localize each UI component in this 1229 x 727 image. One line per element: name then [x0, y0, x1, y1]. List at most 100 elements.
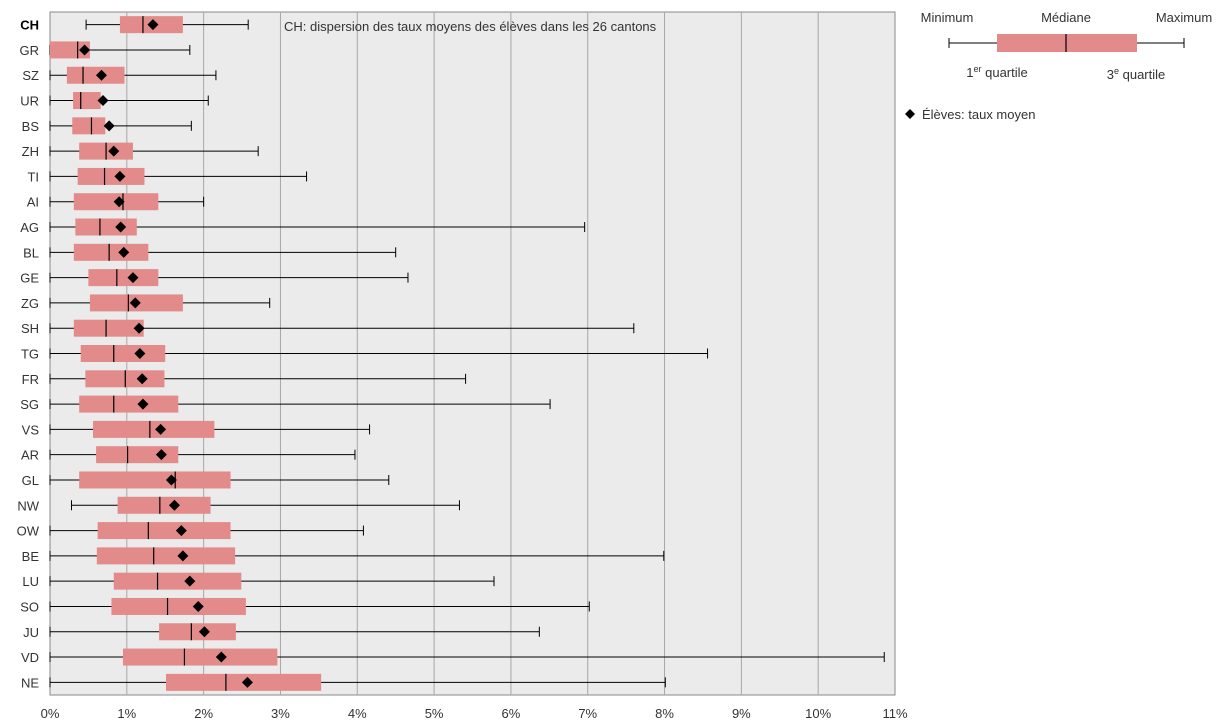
iqr-box — [50, 41, 90, 59]
category-label: ZH — [22, 144, 39, 159]
iqr-box — [117, 496, 211, 514]
box-row-so — [49, 597, 590, 615]
box-row-gl — [49, 471, 390, 489]
mean-marker — [103, 120, 115, 132]
category-label: FR — [22, 372, 39, 387]
iqr-box — [111, 597, 246, 615]
x-tick-label: 7% — [578, 706, 597, 721]
box-row-sh — [49, 319, 635, 337]
category-label: GL — [22, 473, 39, 488]
mean-marker — [241, 676, 253, 688]
mean-marker — [118, 246, 130, 258]
box-row-nw — [71, 496, 460, 514]
category-label: BS — [22, 119, 40, 134]
mean-marker — [192, 600, 204, 612]
category-label: AG — [20, 220, 39, 235]
box-series — [49, 16, 885, 691]
legend-q3-label: 3e quartile — [1107, 66, 1166, 82]
category-label: VD — [21, 650, 39, 665]
x-tick-label: 4% — [348, 706, 367, 721]
category-label: JU — [23, 625, 39, 640]
x-tick-label: 6% — [502, 706, 521, 721]
x-tick-label: 5% — [425, 706, 444, 721]
x-tick-label: 1% — [117, 706, 136, 721]
x-axis-ticks: 0% 1% 2% 3% 4% 5% 6% 7% 8% 9% 10% 11% — [41, 706, 908, 721]
box-row-ju — [49, 623, 540, 641]
category-label: SH — [21, 321, 39, 336]
category-label: GE — [20, 271, 39, 286]
mean-marker — [113, 196, 125, 208]
legend-box — [997, 34, 1137, 52]
iqr-box — [73, 92, 101, 110]
box-row-ne — [49, 673, 666, 691]
iqr-box — [73, 243, 149, 261]
box-row-bs — [49, 117, 192, 135]
box-row-sg — [49, 395, 551, 413]
legend: Minimum Médiane Maximum 1er quartile 3e … — [905, 10, 1212, 122]
box-row-ar — [49, 446, 356, 464]
category-label: TI — [27, 169, 39, 184]
box-row-fr — [49, 370, 467, 388]
chart-annotation: CH: dispersion des taux moyens des élève… — [284, 19, 657, 34]
mean-marker — [175, 525, 187, 537]
x-tick-label: 10% — [805, 706, 831, 721]
box-row-vs — [49, 420, 371, 438]
box-row-ai — [49, 193, 205, 211]
box-row-gr — [49, 41, 191, 59]
box-row-vd — [49, 648, 885, 666]
iqr-box — [66, 66, 125, 84]
box-row-ag — [49, 218, 586, 236]
category-label: AI — [27, 195, 39, 210]
iqr-box — [122, 648, 278, 666]
box-row-lu — [49, 572, 495, 590]
category-label: GR — [20, 43, 40, 58]
box-row-zg — [49, 294, 271, 312]
iqr-box — [79, 471, 231, 489]
category-label: NW — [17, 498, 39, 513]
iqr-box — [113, 572, 242, 590]
category-label: BE — [22, 549, 40, 564]
mean-marker — [133, 322, 145, 334]
x-tick-label: 8% — [655, 706, 674, 721]
mean-marker — [134, 348, 146, 359]
category-label: NE — [21, 675, 39, 690]
category-label: CH — [20, 18, 39, 33]
x-tick-label: 2% — [194, 706, 213, 721]
mean-marker — [198, 626, 210, 638]
iqr-box — [97, 522, 231, 540]
legend-diamond-icon — [905, 109, 915, 119]
iqr-box — [72, 117, 106, 135]
box-row-ge — [49, 269, 409, 287]
category-label: UR — [20, 94, 39, 109]
box-row-ow — [49, 522, 364, 540]
category-label: VS — [22, 422, 40, 437]
box-row-bl — [49, 243, 397, 261]
iqr-box — [77, 167, 145, 185]
iqr-box — [88, 269, 159, 287]
mean-marker — [215, 651, 227, 663]
box-row-be — [49, 547, 665, 565]
x-tick-label: 11% — [882, 706, 907, 721]
mean-marker — [184, 575, 196, 587]
iqr-box — [93, 420, 215, 438]
box-row-sz — [49, 66, 217, 84]
mean-marker — [127, 272, 139, 284]
mean-marker — [165, 474, 177, 486]
mean-marker — [79, 44, 91, 56]
mean-marker — [114, 170, 126, 182]
box-row-tg — [49, 345, 709, 362]
category-label: SG — [20, 397, 39, 412]
box-row-zh — [49, 142, 259, 160]
x-tick-label: 9% — [732, 706, 751, 721]
legend-minimum-label: Minimum — [921, 10, 974, 25]
box-row-ur — [49, 92, 209, 110]
category-label: ZG — [21, 296, 39, 311]
mean-marker — [155, 423, 167, 435]
category-label: LU — [22, 574, 39, 589]
iqr-box — [79, 395, 179, 413]
category-label: TG — [21, 347, 39, 362]
mean-marker — [177, 550, 189, 562]
x-tick-label: 0% — [41, 706, 60, 721]
iqr-box — [75, 218, 137, 236]
